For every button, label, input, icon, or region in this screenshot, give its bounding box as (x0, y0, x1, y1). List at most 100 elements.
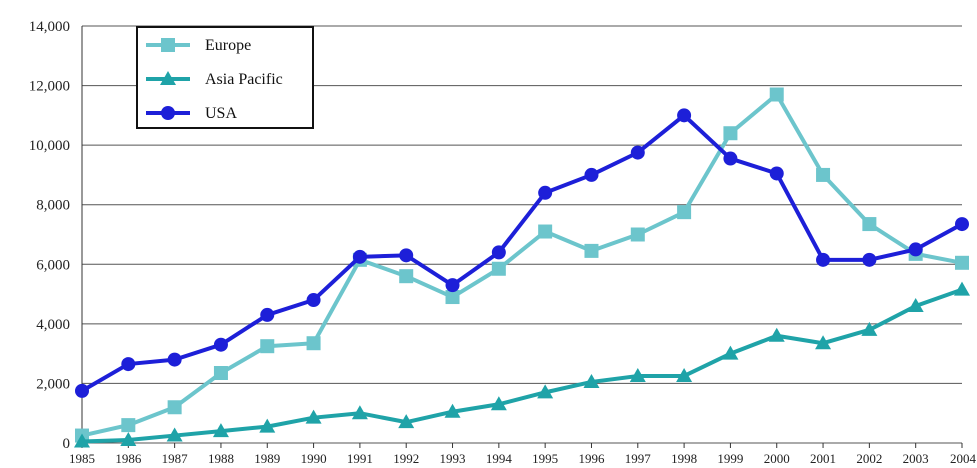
data-point-asia-pacific (74, 433, 90, 448)
data-point-usa (816, 252, 831, 267)
series-line-europe (81, 92, 963, 438)
data-point-usa (862, 252, 877, 267)
data-point-usa (167, 352, 182, 367)
x-tick-label: 1997 (625, 451, 652, 466)
y-tick-label: 10,000 (29, 138, 70, 154)
series-line-usa (80, 113, 963, 393)
legend-item-usa: USA (146, 105, 237, 122)
x-tick-label: 2000 (764, 451, 790, 466)
data-point-asia-pacific (861, 321, 878, 336)
data-point-asia-pacific (444, 403, 461, 418)
x-tick-label: 1996 (578, 451, 605, 466)
x-tick-label: 2004 (950, 451, 977, 466)
data-point-asia-pacific (954, 281, 970, 296)
data-point-asia-pacific (259, 418, 276, 433)
data-point-usa (769, 166, 784, 181)
data-point-europe (121, 418, 136, 433)
data-point-asia-pacific (907, 297, 924, 312)
series-usa (75, 108, 969, 398)
series-group (74, 87, 970, 448)
data-point-asia-pacific (398, 414, 415, 429)
data-point-europe (167, 400, 182, 415)
x-tick-label: 2001 (810, 451, 836, 466)
data-point-europe (769, 87, 784, 102)
x-tick-label: 1988 (208, 451, 234, 466)
data-point-usa (445, 278, 460, 293)
y-tick-label: 8,000 (36, 198, 70, 214)
data-point-asia-pacific (583, 373, 600, 388)
series-asia-pacific (74, 281, 970, 448)
data-point-usa (260, 307, 275, 322)
data-point-europe (445, 290, 460, 305)
data-point-europe (816, 167, 831, 182)
y-tick-label: 12,000 (29, 79, 70, 95)
data-point-usa (677, 108, 692, 123)
data-point-europe (630, 227, 645, 242)
data-point-europe (491, 261, 506, 276)
legend-label: Europe (205, 37, 251, 54)
x-tick-label: 1990 (301, 451, 327, 466)
y-tick-label: 4,000 (36, 317, 70, 333)
x-tick-label: 1998 (671, 451, 697, 466)
data-point-usa (538, 185, 553, 200)
y-tick-label: 14,000 (29, 19, 70, 35)
data-point-usa (399, 248, 414, 263)
data-point-usa (352, 249, 367, 264)
x-tick-label: 1987 (162, 451, 189, 466)
data-point-asia-pacific (768, 327, 785, 342)
data-point-asia-pacific (305, 409, 322, 424)
data-point-usa (630, 145, 645, 160)
x-tick-label: 1992 (393, 451, 419, 466)
legend-item-asia-pacific: Asia Pacific (146, 71, 283, 88)
data-point-asia-pacific (629, 367, 646, 382)
y-tick-label: 0 (63, 436, 71, 452)
data-point-asia-pacific (490, 396, 507, 411)
data-point-usa (491, 245, 506, 260)
data-point-europe (260, 339, 275, 354)
legend-label: USA (205, 105, 237, 122)
data-point-europe (213, 366, 228, 381)
data-point-asia-pacific (166, 427, 183, 442)
y-axis-tick-labels: 0 2,000 4,000 6,000 8,000 10,000 12,000 14,000 (29, 19, 70, 452)
x-tick-label: 1986 (115, 451, 142, 466)
data-point-usa (121, 357, 136, 372)
x-tick-label: 2002 (856, 451, 882, 466)
data-point-asia-pacific (722, 345, 739, 360)
x-axis-tick-labels: 1985 1986 1987 1988 1989 1990 1991 1992 1993 1994… (69, 443, 977, 466)
data-point-asia-pacific (676, 367, 693, 382)
data-point-europe (306, 336, 321, 351)
data-point-europe (955, 255, 969, 270)
x-tick-label: 1991 (347, 451, 373, 466)
x-tick-label: 1995 (532, 451, 558, 466)
data-point-europe (584, 243, 599, 258)
data-point-asia-pacific (120, 432, 137, 447)
y-tick-label: 6,000 (36, 257, 70, 273)
y-tick-label: 2,000 (36, 376, 70, 392)
data-point-usa (908, 242, 923, 257)
data-point-europe (399, 269, 414, 284)
x-tick-label: 1994 (486, 451, 513, 466)
data-point-asia-pacific (537, 384, 554, 399)
data-point-usa (213, 337, 228, 352)
data-point-usa (584, 167, 599, 182)
data-point-europe (677, 205, 692, 220)
data-point-asia-pacific (351, 405, 368, 420)
data-point-usa (306, 293, 321, 308)
x-tick-label: 1993 (440, 451, 466, 466)
data-point-europe (862, 217, 877, 232)
data-point-europe (538, 224, 553, 239)
data-point-usa (75, 383, 89, 398)
legend-label: Asia Pacific (205, 71, 283, 88)
x-tick-label: 2003 (903, 451, 929, 466)
legend: Europe Asia Pacific USA (136, 26, 314, 129)
x-tick-label: 1985 (69, 451, 95, 466)
data-point-usa (723, 151, 738, 166)
data-point-europe (723, 126, 738, 141)
series-europe (75, 87, 969, 443)
legend-item-europe: Europe (146, 37, 251, 54)
x-tick-label: 1989 (254, 451, 280, 466)
legend-marker-usa (161, 106, 175, 120)
legend-marker-asia-pacific (160, 71, 176, 85)
legend-marker-europe (161, 38, 175, 52)
